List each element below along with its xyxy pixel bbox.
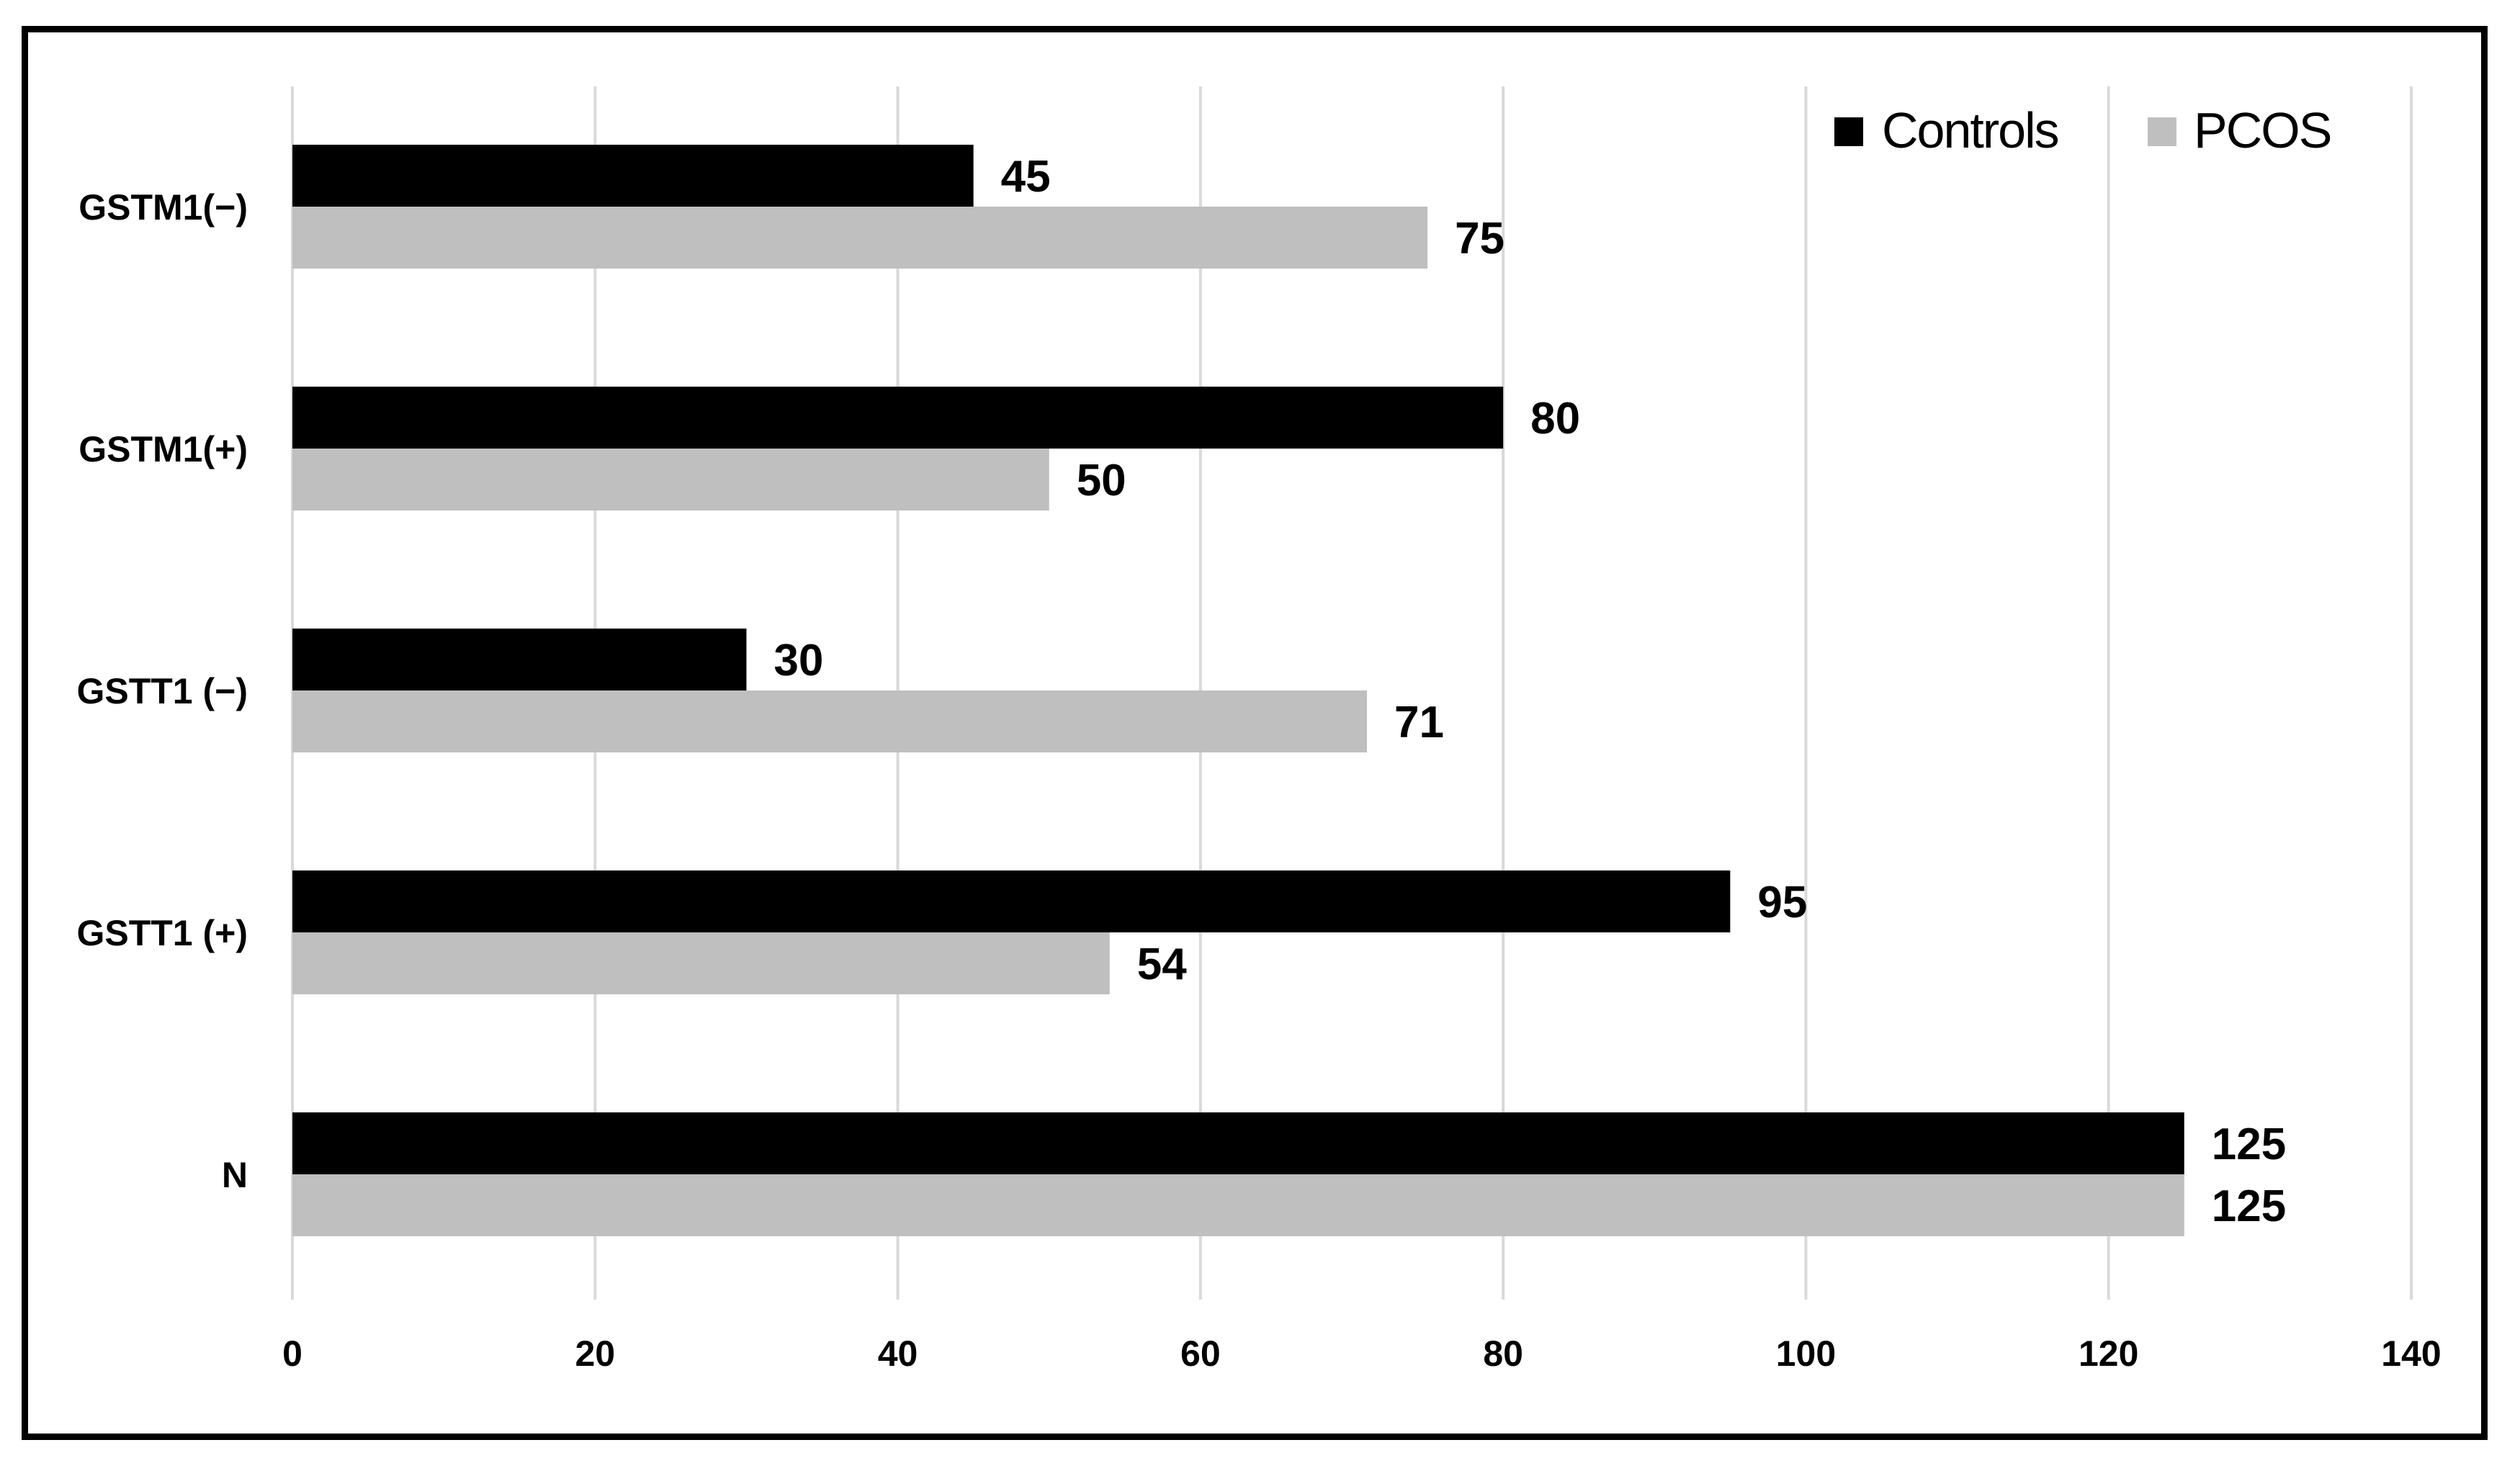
bar-pcos-3 bbox=[292, 932, 1110, 994]
category-label: GSTM1(+) bbox=[79, 429, 248, 469]
legend-label-pcos: PCOS bbox=[2194, 102, 2331, 158]
x-tick-label: 40 bbox=[878, 1333, 918, 1374]
x-tick-label: 20 bbox=[575, 1333, 615, 1374]
bars bbox=[292, 145, 2184, 1236]
x-tick-label: 0 bbox=[282, 1333, 302, 1374]
category-label: N bbox=[222, 1155, 248, 1195]
legend: Controls PCOS bbox=[1834, 102, 2332, 158]
data-label-controls-3: 95 bbox=[1757, 878, 1807, 927]
data-label-pcos-2: 71 bbox=[1394, 698, 1444, 747]
bar-pcos-1 bbox=[292, 449, 1049, 510]
legend-swatch-pcos bbox=[2148, 117, 2176, 146]
data-label-pcos-1: 50 bbox=[1077, 456, 1126, 505]
bar-pcos-2 bbox=[292, 690, 1368, 752]
data-label-pcos-4: 125 bbox=[2212, 1182, 2286, 1231]
bar-controls-4 bbox=[292, 1112, 2184, 1174]
data-label-controls-2: 30 bbox=[774, 636, 823, 685]
data-labels: 45 75 80 50 30 71 95 54 125 125 bbox=[774, 152, 2286, 1231]
x-tick-label: 100 bbox=[1776, 1333, 1836, 1374]
x-tick-label: 60 bbox=[1180, 1333, 1221, 1374]
legend-swatch-controls bbox=[1834, 117, 1863, 146]
bar-controls-3 bbox=[292, 870, 1731, 932]
x-tick-label: 80 bbox=[1483, 1333, 1523, 1374]
category-label: GSTT1 (−) bbox=[76, 671, 248, 711]
x-tick-label: 120 bbox=[2079, 1333, 2138, 1374]
legend-label-controls: Controls bbox=[1882, 102, 2058, 158]
data-label-controls-0: 45 bbox=[1001, 152, 1051, 202]
bar-controls-2 bbox=[292, 629, 747, 690]
data-label-pcos-0: 75 bbox=[1455, 214, 1505, 264]
data-label-controls-4: 125 bbox=[2212, 1120, 2286, 1169]
x-tick-label: 140 bbox=[2381, 1333, 2441, 1374]
value-axis: 0 20 40 60 80 100 120 140 bbox=[282, 1333, 2441, 1374]
chart-frame: 45 75 80 50 30 71 95 54 125 125 GSTM1(−) GSTM1(+) G… bbox=[22, 26, 2488, 1440]
category-axis: GSTM1(−) GSTM1(+) GSTT1 (−) GSTT1 (+) N bbox=[76, 187, 248, 1195]
bar-controls-0 bbox=[292, 145, 974, 207]
bar-controls-1 bbox=[292, 387, 1504, 449]
category-label: GSTT1 (+) bbox=[76, 913, 248, 953]
data-label-controls-1: 80 bbox=[1530, 394, 1580, 444]
bar-pcos-4 bbox=[292, 1174, 2184, 1236]
category-label: GSTM1(−) bbox=[79, 187, 248, 228]
bar-pcos-0 bbox=[292, 207, 1428, 269]
data-label-pcos-3: 54 bbox=[1137, 940, 1187, 989]
